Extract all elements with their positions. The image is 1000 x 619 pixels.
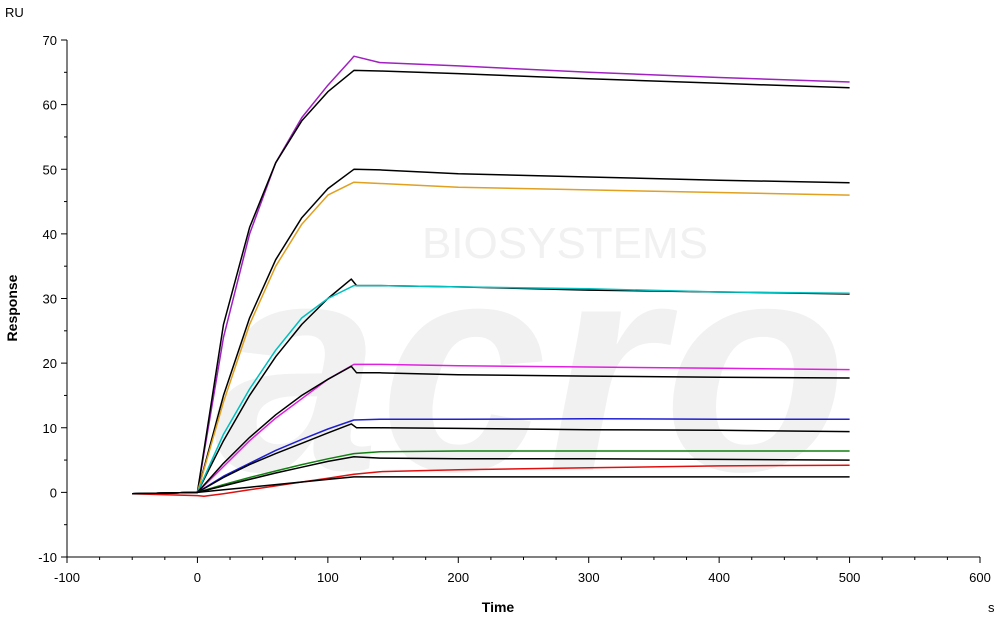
x-tick-label: 500: [839, 570, 861, 585]
x-tick-label: -100: [54, 570, 80, 585]
x-axis-title: Time: [482, 599, 515, 615]
y-axis-title: Response: [4, 274, 20, 341]
series-line-3: [132, 168, 850, 495]
x-unit-label: s: [988, 600, 995, 615]
series-line-12: [132, 456, 850, 495]
y-tick-label: 0: [50, 485, 57, 500]
y-tick-label: 60: [43, 98, 57, 113]
series-line-5: [132, 278, 850, 495]
x-tick-label: 300: [578, 570, 600, 585]
y-ticks: -10 0 10 20 30 40 50 60 70: [38, 33, 67, 565]
x-tick-label: 600: [969, 570, 991, 585]
x-tick-label: 0: [194, 570, 201, 585]
series-line-2: [132, 69, 850, 495]
watermark-text: BIOSYSTEMS: [422, 219, 708, 268]
series-line-9: [132, 417, 850, 495]
series-line-6: [132, 284, 850, 495]
series-layer: [132, 55, 850, 498]
y-tick-label: -10: [38, 550, 57, 565]
x-tick-label: 100: [317, 570, 339, 585]
y-tick-label: 20: [43, 356, 57, 371]
y-unit-label: RU: [5, 5, 24, 20]
x-tick-label: 200: [447, 570, 469, 585]
y-tick-label: 70: [43, 33, 57, 48]
y-tick-label: 30: [43, 292, 57, 307]
x-ticks: -100 0 100 200 300 400 500 600: [54, 557, 991, 585]
series-line-1: [132, 55, 850, 495]
series-line-8: [132, 365, 850, 495]
series-line-4: [132, 181, 850, 495]
series-line-11: [132, 450, 850, 495]
x-tick-label: 400: [708, 570, 730, 585]
y-tick-label: 50: [43, 162, 57, 177]
series-line-14: [132, 476, 850, 495]
series-line-10: [132, 423, 850, 495]
y-tick-label: 40: [43, 227, 57, 242]
y-tick-label: 10: [43, 421, 57, 436]
